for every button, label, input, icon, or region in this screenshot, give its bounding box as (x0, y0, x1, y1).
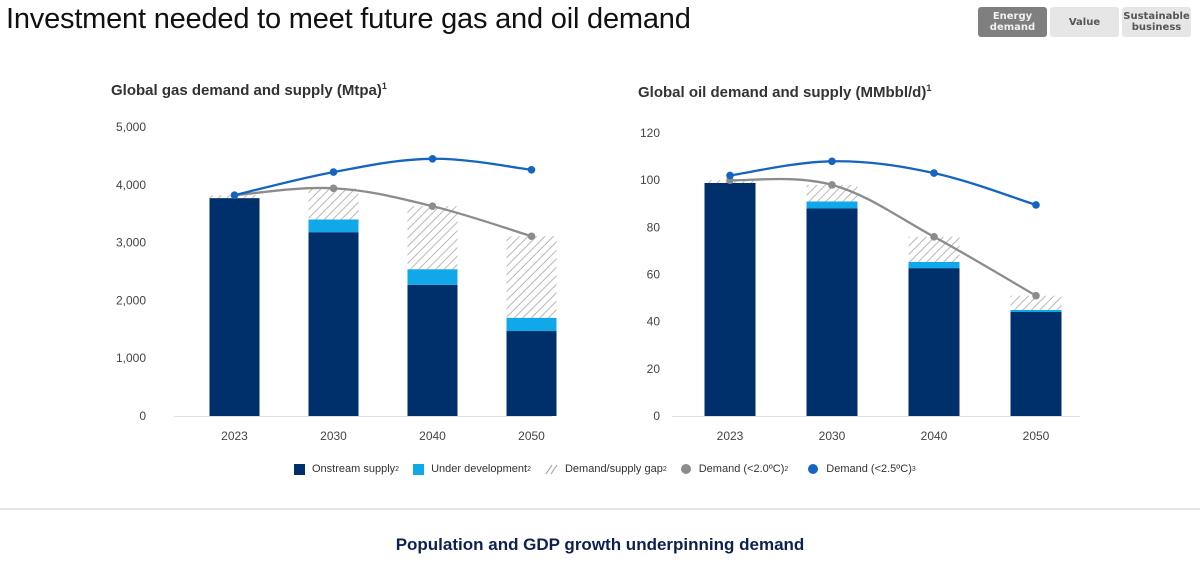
oil-bar-gap (1010, 295, 1062, 310)
gas-point-demand-2-5 (527, 165, 536, 174)
oil-x-tick-label: 2023 (717, 429, 744, 443)
gas-y-tick-label: 1,000 (116, 351, 146, 365)
oil-y-tick-label: 80 (647, 220, 661, 234)
tab-sustainable-business[interactable]: Sustainable business (1122, 7, 1191, 37)
gas-bar-onstream (407, 284, 458, 416)
oil-y-tick-label: 100 (640, 173, 660, 187)
legend-footnote: 2 (395, 465, 400, 473)
under-development-swatch (413, 463, 425, 475)
legend-label: Under development (431, 463, 528, 475)
legend-label: Demand (<2.0ºC) (698, 463, 785, 475)
oil-bar-gap (908, 236, 960, 263)
oil-bar-under-development (806, 201, 858, 209)
oil-chart-title-footnote: 1 (926, 83, 932, 93)
oil-y-tick-label: 0 (653, 409, 660, 423)
gas-bar-under-development (407, 269, 458, 285)
onstream-swatch (294, 463, 305, 475)
legend-demand-2-0: Demand (<2.0ºC) 2 (680, 463, 789, 475)
oil-line-demand-2-0 (729, 177, 1037, 297)
oil-y-tick-label: 120 (640, 126, 660, 140)
oil-y-tick-label: 20 (647, 362, 661, 376)
legend-under-development: Under development 2 (413, 463, 531, 475)
gas-y-tick-label: 4,000 (116, 178, 146, 192)
gas-y-tick-label: 3,000 (116, 236, 146, 250)
tab-value[interactable]: Value (1050, 7, 1119, 37)
gas-x-tick-label: 2040 (419, 429, 446, 443)
gas-chart: 0 1,000 2,000 3,000 4,000 5,000 2023 2030 2040 20… (116, 120, 557, 443)
gas-point-demand-2-0 (527, 232, 536, 241)
oil-point-demand-2-0 (1032, 291, 1040, 300)
gas-y-tick-label: 2,000 (116, 293, 146, 307)
gap-hatch-swatch (545, 464, 558, 474)
oil-bar-under-development (1010, 309, 1062, 312)
gas-bar-onstream (506, 331, 557, 416)
gas-x-tick-label: 2030 (320, 429, 347, 443)
section-divider (0, 508, 1200, 510)
gas-line-demand-2-5 (234, 157, 532, 197)
gas-chart-title-footnote: 1 (381, 81, 387, 91)
gas-point-demand-2-0 (329, 184, 338, 193)
gas-bar-under-development (506, 317, 557, 332)
gas-point-demand-2-5 (329, 168, 338, 176)
legend-demand-2-5: Demand (<2.5ºC) 3 (808, 463, 916, 475)
oil-point-demand-2-5 (828, 157, 836, 166)
tab-energy-demand[interactable]: Energy demand (978, 7, 1047, 37)
legend-footnote: 3 (911, 465, 916, 473)
gas-bar-gap (407, 206, 458, 270)
oil-point-demand-2-5 (930, 169, 938, 177)
oil-bar-under-development (908, 262, 960, 269)
gas-point-demand-2-5 (230, 191, 239, 200)
legend-footnote: 2 (527, 465, 531, 473)
legend-label: Demand/supply gap (564, 463, 663, 475)
gas-point-demand-2-0 (428, 202, 437, 210)
oil-bar-onstream (908, 268, 960, 416)
oil-y-tick-label: 60 (647, 268, 661, 282)
section-tabs: Energy demand Value Sustainable business (978, 7, 1191, 37)
gas-bar-gap (308, 188, 359, 220)
gas-bar-gap (506, 236, 557, 318)
gas-chart-title: Global gas demand and supply (Mtpa)1 (111, 81, 387, 99)
gas-x-tick-label: 2050 (518, 429, 545, 443)
oil-point-demand-2-5 (726, 171, 734, 180)
gas-bar-onstream (209, 198, 260, 416)
legend-onstream: Onstream supply 2 (294, 463, 399, 475)
oil-x-tick-label: 2030 (819, 429, 846, 443)
gas-x-tick-label: 2023 (221, 429, 248, 443)
demand-2-5-marker (808, 464, 819, 474)
oil-x-tick-label: 2040 (921, 429, 948, 443)
oil-bar-onstream (806, 208, 858, 416)
legend-label: Onstream supply (312, 463, 396, 475)
page-title: Investment needed to meet future gas and… (6, 3, 691, 35)
gas-chart-title-text: Global gas demand and supply (Mtpa) (111, 82, 382, 99)
gas-y-tick-label: 0 (139, 409, 146, 423)
gas-y-tick-label: 5,000 (116, 120, 146, 134)
oil-line-demand-2-5 (729, 160, 1037, 207)
oil-point-demand-2-0 (930, 232, 938, 241)
demand-2-0-marker (680, 464, 691, 474)
legend-gap: Demand/supply gap 2 (545, 463, 667, 475)
gas-point-demand-2-5 (428, 154, 437, 163)
legend-footnote: 2 (784, 465, 789, 473)
section-subtitle: Population and GDP growth underpinning d… (395, 535, 805, 554)
oil-point-demand-2-5 (1032, 201, 1040, 209)
oil-point-demand-2-0 (828, 181, 836, 189)
legend-label: Demand (<2.5ºC) (826, 463, 912, 475)
gas-bar-under-development (308, 219, 359, 233)
legend: Onstream supply 2 Under development 2 Dema… (294, 463, 930, 475)
legend-footnote: 2 (662, 465, 667, 473)
oil-bar-onstream (1010, 311, 1062, 416)
oil-chart-title-text: Global oil demand and supply (MMbbl/d) (638, 84, 927, 101)
gas-bar-onstream (308, 232, 359, 416)
oil-x-tick-label: 2050 (1023, 429, 1050, 443)
oil-chart-title: Global oil demand and supply (MMbbl/d)1 (638, 83, 931, 101)
oil-y-tick-label: 40 (647, 315, 661, 329)
oil-bar-onstream (704, 182, 756, 416)
gas-line-demand-2-0 (234, 186, 532, 238)
